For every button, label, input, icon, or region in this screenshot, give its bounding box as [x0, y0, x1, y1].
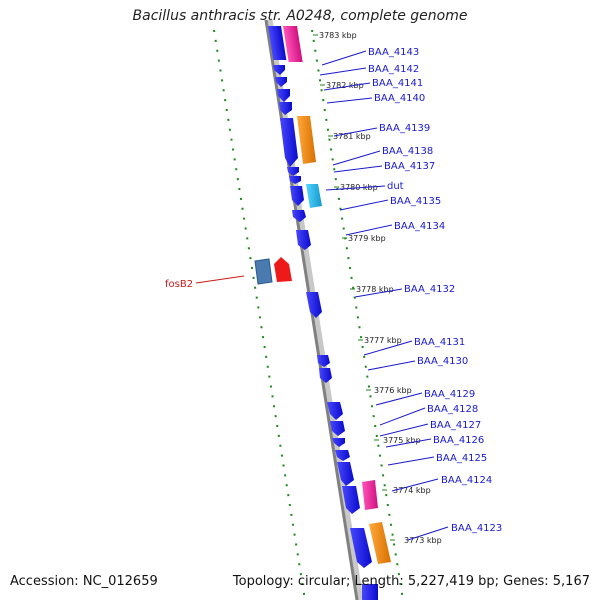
- right-tick-ring: [311, 29, 404, 600]
- gene-track: [254, 26, 391, 600]
- gene-cyan: [306, 184, 322, 208]
- kbp-label: 3782 kbp: [326, 81, 364, 90]
- kbp-label: 3783 kbp: [319, 31, 357, 40]
- gene-label: BAA_4135: [390, 196, 441, 207]
- gene-blue: [296, 230, 311, 250]
- gene-blue: [332, 438, 345, 447]
- kbp-label: 3775 kbp: [383, 436, 421, 445]
- kbp-label: 3778 kbp: [356, 285, 394, 294]
- gene-label: BAA_4139: [379, 123, 430, 134]
- gene-label: BAA_4134: [394, 221, 445, 232]
- gene-blue: [337, 462, 354, 486]
- topology-text: Topology: circular; Length: 5,227,419 bp…: [232, 574, 590, 589]
- gene-blue: [362, 584, 378, 600]
- gene-label: BAA_4143: [368, 47, 419, 58]
- left-tick-ring: [213, 29, 306, 600]
- accession-text: Accession: NC_012659: [10, 574, 158, 589]
- gene-blue: [317, 355, 330, 367]
- gene-blue: [268, 26, 287, 60]
- gene-label: BAA_4130: [417, 356, 468, 367]
- gene-label: BAA_4140: [374, 93, 425, 104]
- gene-orange: [297, 116, 316, 164]
- gene-leader-lines: [319, 50, 449, 541]
- gene-label: BAA_4124: [441, 475, 492, 486]
- gene-blue: [350, 528, 372, 568]
- kbp-label: 3776 kbp: [374, 386, 412, 395]
- gene-blue: [273, 65, 285, 75]
- gene-label: BAA_4142: [368, 64, 419, 75]
- map-title: Bacillus anthracis str. A0248, complete …: [132, 8, 468, 24]
- gene-blue: [289, 176, 301, 184]
- gene-label: BAA_4137: [384, 161, 435, 172]
- gene-blue: [280, 118, 298, 167]
- kbp-label: 3779 kbp: [348, 234, 386, 243]
- gene-label: BAA_4123: [451, 523, 502, 534]
- gene-labels: BAA_4143 BAA_4142 BAA_4141 BAA_4140 BAA_…: [165, 47, 502, 534]
- gene-label-fosB2: fosB2: [165, 279, 193, 290]
- gene-blue: [277, 89, 290, 102]
- kbp-label: 3773 kbp: [404, 536, 442, 545]
- gene-blue: [330, 421, 345, 436]
- gene-blue: [292, 210, 306, 222]
- gene-magenta: [362, 480, 378, 510]
- gene-label: BAA_4127: [430, 420, 481, 431]
- gene-label: BAA_4128: [427, 404, 478, 415]
- gene-blue: [319, 368, 332, 383]
- gene-magenta: [283, 26, 303, 62]
- kbp-label: 3781 kbp: [333, 132, 371, 141]
- gene-label: BAA_4132: [404, 284, 455, 295]
- gene-blue: [279, 102, 292, 115]
- gene-label: BAA_4125: [436, 453, 487, 464]
- gene-label: BAA_4126: [433, 435, 484, 446]
- gene-label: dut: [387, 181, 404, 192]
- kbp-label: 3774 kbp: [393, 486, 431, 495]
- gene-orange: [369, 522, 391, 564]
- gene-blue: [327, 402, 343, 420]
- gene-blue: [342, 486, 360, 514]
- fosB2-leader-line: [195, 275, 245, 284]
- gene-label: BAA_4129: [424, 389, 475, 400]
- gene-label: BAA_4138: [382, 146, 433, 157]
- gene-red: [274, 257, 292, 282]
- gene-steel: [254, 258, 273, 285]
- gene-blue: [275, 77, 287, 87]
- gene-blue: [335, 450, 350, 461]
- gene-blue: [287, 167, 299, 176]
- gene-blue: [306, 292, 322, 318]
- gene-label: BAA_4141: [372, 78, 423, 89]
- gene-blue: [290, 186, 304, 206]
- gene-label: BAA_4131: [414, 337, 465, 348]
- kbp-label: 3777 kbp: [364, 336, 402, 345]
